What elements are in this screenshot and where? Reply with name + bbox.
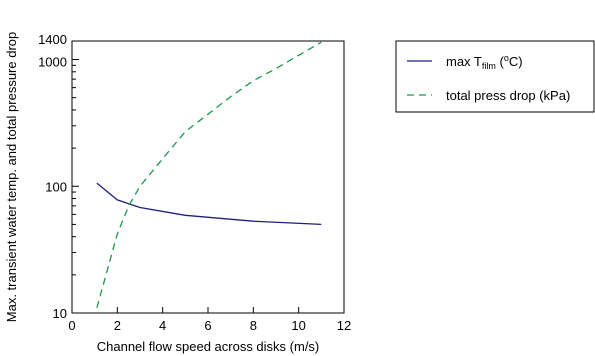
legend-box <box>395 40 595 113</box>
plot-frame <box>71 40 345 314</box>
x-tick-label: 0 <box>68 318 75 333</box>
y-tick-label: 1000 <box>38 55 67 70</box>
y-tick-label: 1400 <box>38 32 67 47</box>
x-tick-label: 12 <box>337 318 351 333</box>
x-axis-label: Channel flow speed across disks (m/s) <box>97 339 320 354</box>
x-axis-ticks: 0 2 4 6 8 10 12 <box>68 307 351 333</box>
series-line-pdrop <box>96 41 322 308</box>
y-axis-ticks: 10 100 1000 1400 <box>38 32 79 321</box>
legend-label-pdrop: total press drop (kPa) <box>446 88 570 103</box>
legend-label-tfilm: max Tfilm (oC) <box>446 53 523 71</box>
x-tick-label: 10 <box>291 318 305 333</box>
y-axis-label: Max. transient water temp. and total pre… <box>4 32 19 322</box>
x-tick-label: 6 <box>204 318 211 333</box>
y-tick-label: 100 <box>45 179 67 194</box>
series-layer <box>96 41 322 308</box>
y-tick-label: 10 <box>53 306 67 321</box>
x-tick-label: 8 <box>250 318 257 333</box>
series-line-tfilm <box>96 182 322 226</box>
x-tick-label: 2 <box>114 318 121 333</box>
legend: max Tfilm (oC) total press drop (kPa) <box>395 40 595 113</box>
x-tick-label: 4 <box>159 318 166 333</box>
